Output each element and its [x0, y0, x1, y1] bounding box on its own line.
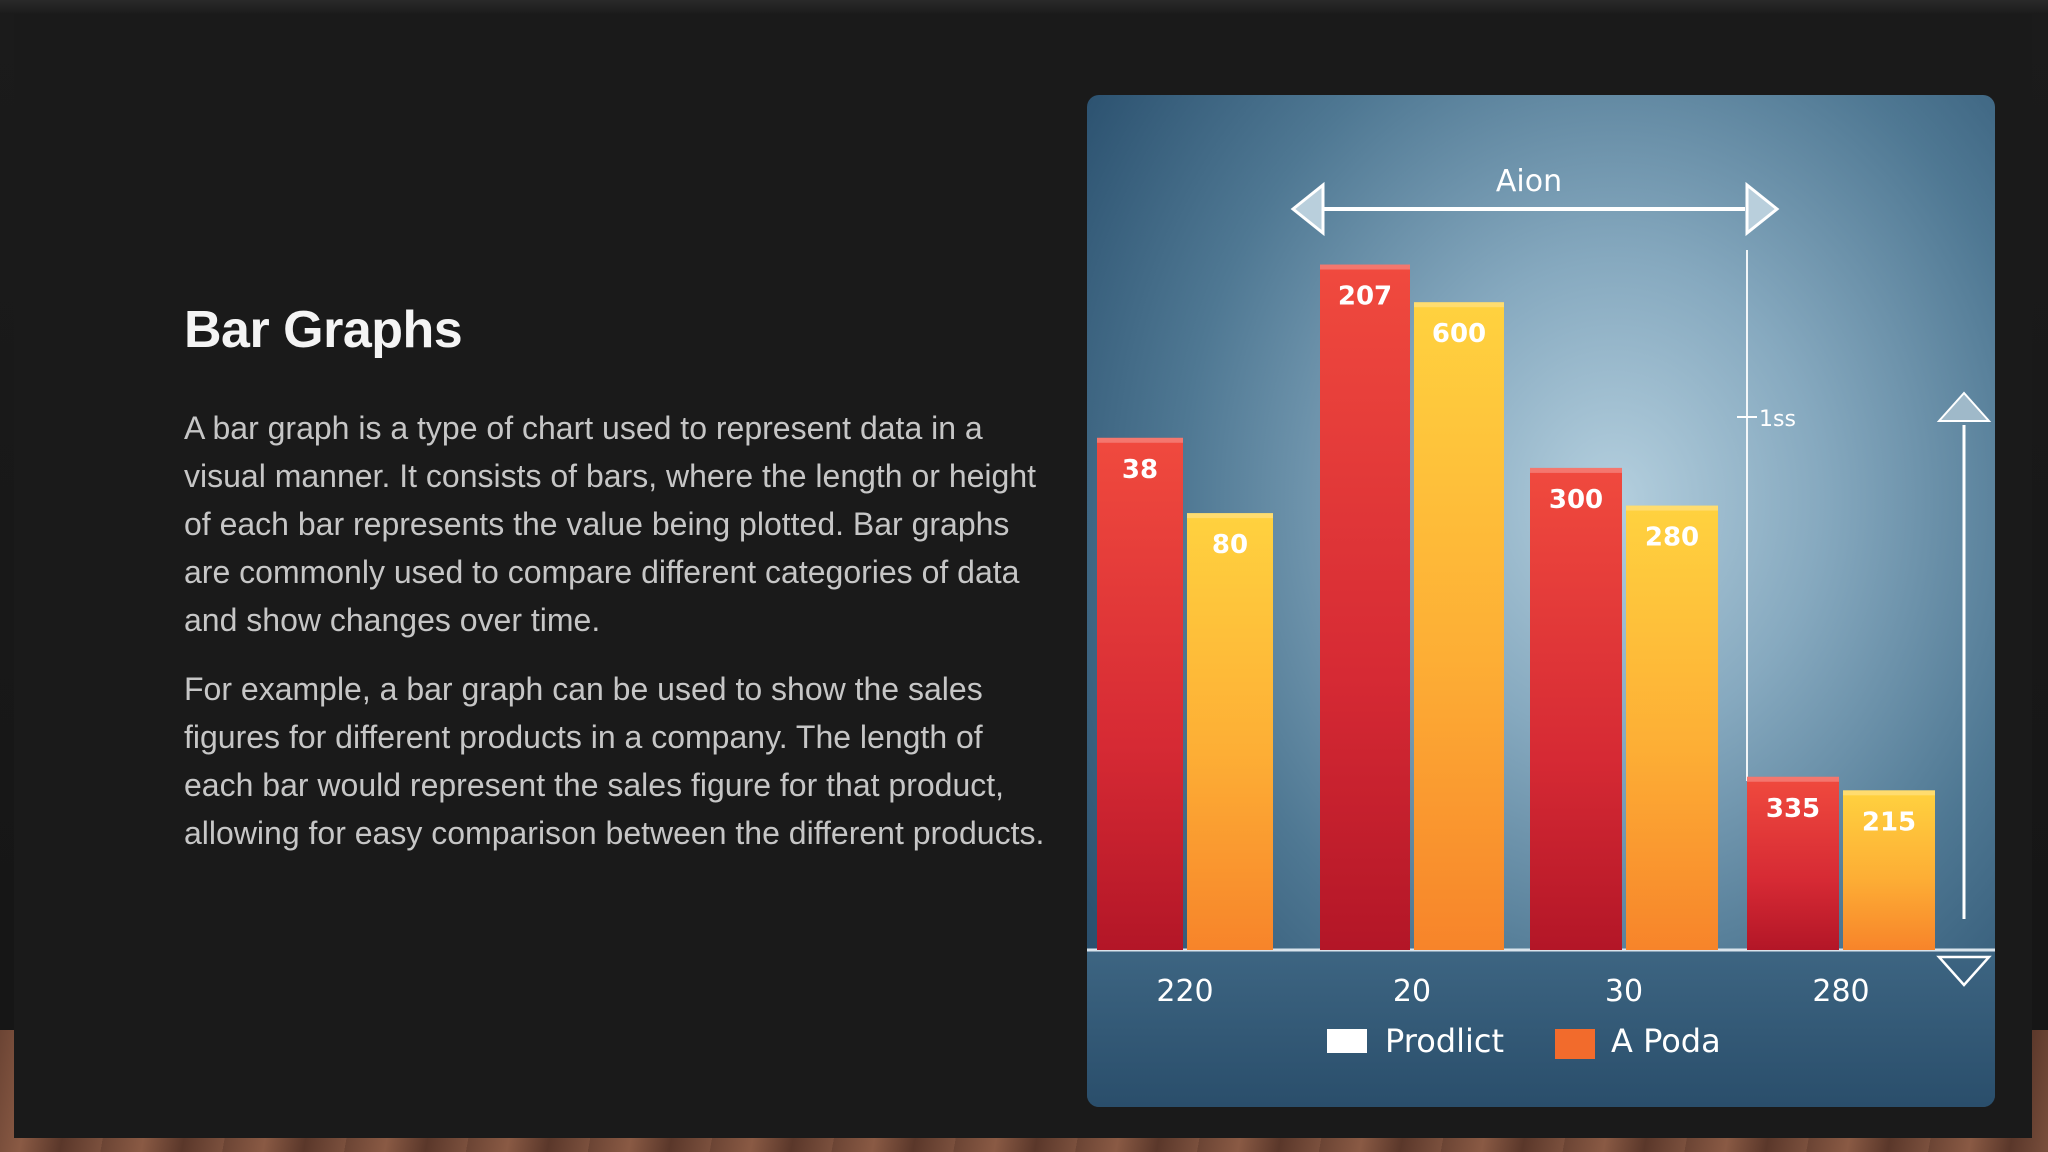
bar-value-label-0-0: 38: [1122, 455, 1158, 485]
slide-title: Bar Graphs: [184, 301, 463, 359]
bar-value-label-1-3: 215: [1862, 807, 1916, 837]
bar-highlight-1-2: [1626, 505, 1718, 511]
bar-value-label-1-0: 80: [1212, 530, 1248, 560]
legend-label-a-poda: A Poda: [1611, 1022, 1721, 1060]
x-tick-label-3: 280: [1812, 974, 1869, 1009]
bar-highlight-0-2: [1530, 467, 1622, 473]
bar-highlight-1-3: [1843, 790, 1935, 796]
slide-paragraph-example: For example, a bar graph can be used to …: [184, 671, 1045, 851]
slide-paragraph-definition: A bar graph is a type of chart used to r…: [184, 410, 1037, 638]
bar-prodlict-3: [1747, 776, 1839, 950]
legend-swatch-prodlict: [1327, 1029, 1367, 1053]
bar-a-poda-1: [1414, 302, 1504, 950]
x-tick-label-1: 20: [1393, 974, 1431, 1009]
bar-a-poda-2: [1626, 505, 1718, 950]
chart-title: Aion: [1496, 164, 1562, 199]
bars-group: [1097, 264, 1935, 951]
bar-prodlict-1: [1320, 264, 1410, 950]
bar-value-label-1-2: 280: [1645, 523, 1699, 553]
bar-value-label-0-3: 335: [1766, 794, 1820, 824]
bar-value-label-1-1: 600: [1432, 319, 1486, 349]
bar-prodlict-2: [1530, 467, 1622, 950]
bar-a-poda-0: [1187, 513, 1273, 950]
bar-chart-panel: Aion 1ss 38 80 207 600 300 280 335 215 220 20 30 2…: [1087, 95, 1995, 1107]
bar-value-label-0-2: 300: [1549, 485, 1603, 515]
right-scale-arrow: [1936, 391, 1992, 987]
bar-highlight-1-0: [1187, 513, 1273, 519]
x-tick-labels-group: 220 20 30 280: [1156, 974, 1869, 1009]
bar-highlight-0-1: [1320, 264, 1410, 270]
chart-legend: Prodlict A Poda: [1327, 1022, 1721, 1060]
x-tick-label-2: 30: [1605, 974, 1643, 1009]
top-range-arrow: [1290, 181, 1780, 237]
x-tick-label-0: 220: [1156, 974, 1213, 1009]
bar-highlight-1-1: [1414, 302, 1504, 308]
x-axis-band: [1087, 950, 1995, 1107]
bar-labels-group: 38 80 207 600 300 280 335 215: [1122, 282, 1916, 838]
bar-prodlict-0: [1097, 437, 1183, 951]
bar-a-poda-3: [1843, 790, 1935, 950]
legend-label-prodlict: Prodlict: [1385, 1022, 1504, 1060]
marker-label: 1ss: [1759, 407, 1796, 432]
legend-swatch-a-poda: [1555, 1029, 1595, 1059]
bar-value-label-0-1: 207: [1338, 282, 1392, 312]
presentation-slide: Bar Graphs A bar graph is a type of char…: [14, 14, 2032, 1138]
bar-highlight-0-0: [1097, 437, 1183, 443]
bar-highlight-0-3: [1747, 776, 1839, 782]
